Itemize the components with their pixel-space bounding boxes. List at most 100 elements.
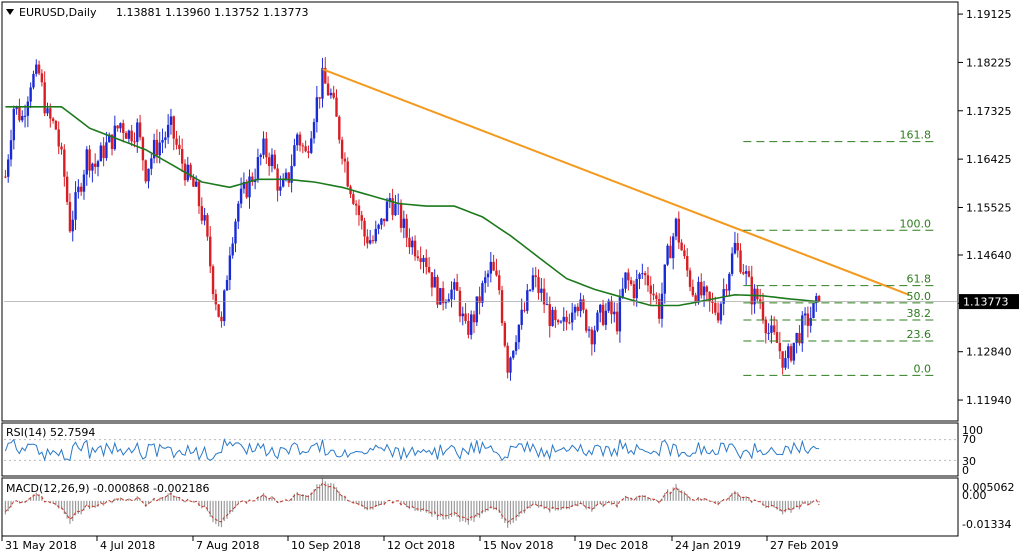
candle [18,98,21,123]
candle [803,307,807,326]
candle [419,246,422,270]
candle-body [649,285,652,294]
candle [371,235,375,244]
candle-body [248,176,251,198]
last-price-tag: 1.13773 [959,294,1019,310]
candle [262,131,265,159]
candle-body [178,144,181,150]
candle-body [211,266,215,295]
candle-body [354,203,358,206]
candle [657,293,661,324]
candle-body [265,138,268,158]
candle-body [155,139,159,156]
candle [593,325,596,353]
candle-body [461,313,464,317]
candle [79,182,83,196]
candle-body [562,316,565,322]
fib-level-label: 0.0 [914,362,932,375]
resistance-trendline [322,68,910,296]
candle-body [587,329,591,331]
candle [234,218,237,253]
candle-body [296,134,299,146]
candle [54,119,58,131]
candle [739,243,742,274]
candle [340,136,344,165]
candle [798,325,801,346]
candle [88,145,91,178]
candle [413,235,417,261]
candle-body [683,250,686,257]
candle-body [169,116,173,125]
candle-body [279,186,282,191]
candle-body [680,242,683,251]
candle-body [408,237,411,248]
candle [610,295,613,324]
candle [178,135,181,155]
candle-body [582,299,585,310]
candle-body [200,206,204,221]
candle [672,232,675,270]
candle-body [778,342,782,352]
candle-body [781,351,784,368]
price-tick-label: 1.17325 [966,105,1012,118]
candle [512,350,515,360]
candle-body [150,158,153,169]
ohlc-label: 1.13881 1.13960 1.13752 1.13773 [116,6,308,19]
candle-body [116,125,119,129]
candle-body [326,83,330,96]
candle [37,60,41,76]
rsi-level-30: 30 [962,455,976,468]
candle-body [548,304,551,327]
candle-body [12,108,16,141]
candle-body [281,178,285,187]
candle [534,266,537,288]
candle [110,134,114,156]
candle-body [402,218,406,228]
candle [694,292,697,306]
candle [150,153,153,176]
candle [144,159,147,184]
candle-body [531,275,535,290]
candle [509,356,512,381]
candle [801,311,804,352]
candle [338,115,341,144]
candle [354,200,358,216]
candle [161,128,164,154]
candle [596,310,599,333]
candle-body [458,290,462,317]
candle-body [427,267,431,273]
candle [627,268,630,291]
macd-level-min: -0.01334 [962,518,1011,531]
candle-body [736,242,739,251]
candle [604,303,608,330]
candle [585,308,588,333]
candle [312,118,316,144]
candle-body [304,146,307,152]
candle [674,217,678,241]
candle [195,175,198,188]
candle [116,124,119,132]
candle-body [792,342,796,361]
candle [310,131,313,155]
candle-body [613,311,616,315]
candle-body [23,115,27,117]
candle-body [380,218,383,225]
candle-body [374,228,377,242]
candle-body [604,310,608,325]
collapse-arrow-icon[interactable] [6,9,14,15]
last-price-value: 1.13773 [963,296,1009,309]
candle-body [262,138,265,155]
date-tick-label: 31 May 2018 [5,539,77,552]
candle [105,131,108,161]
candle-body [795,332,798,343]
candle-body [186,164,189,181]
candle-body [576,306,580,312]
candle [352,190,355,206]
candle-body [666,245,669,265]
candle-body [416,256,420,259]
candle-body [144,160,147,182]
candle [119,122,122,133]
macd-layer [4,478,820,528]
candle-body [467,321,470,335]
candle [147,168,150,189]
